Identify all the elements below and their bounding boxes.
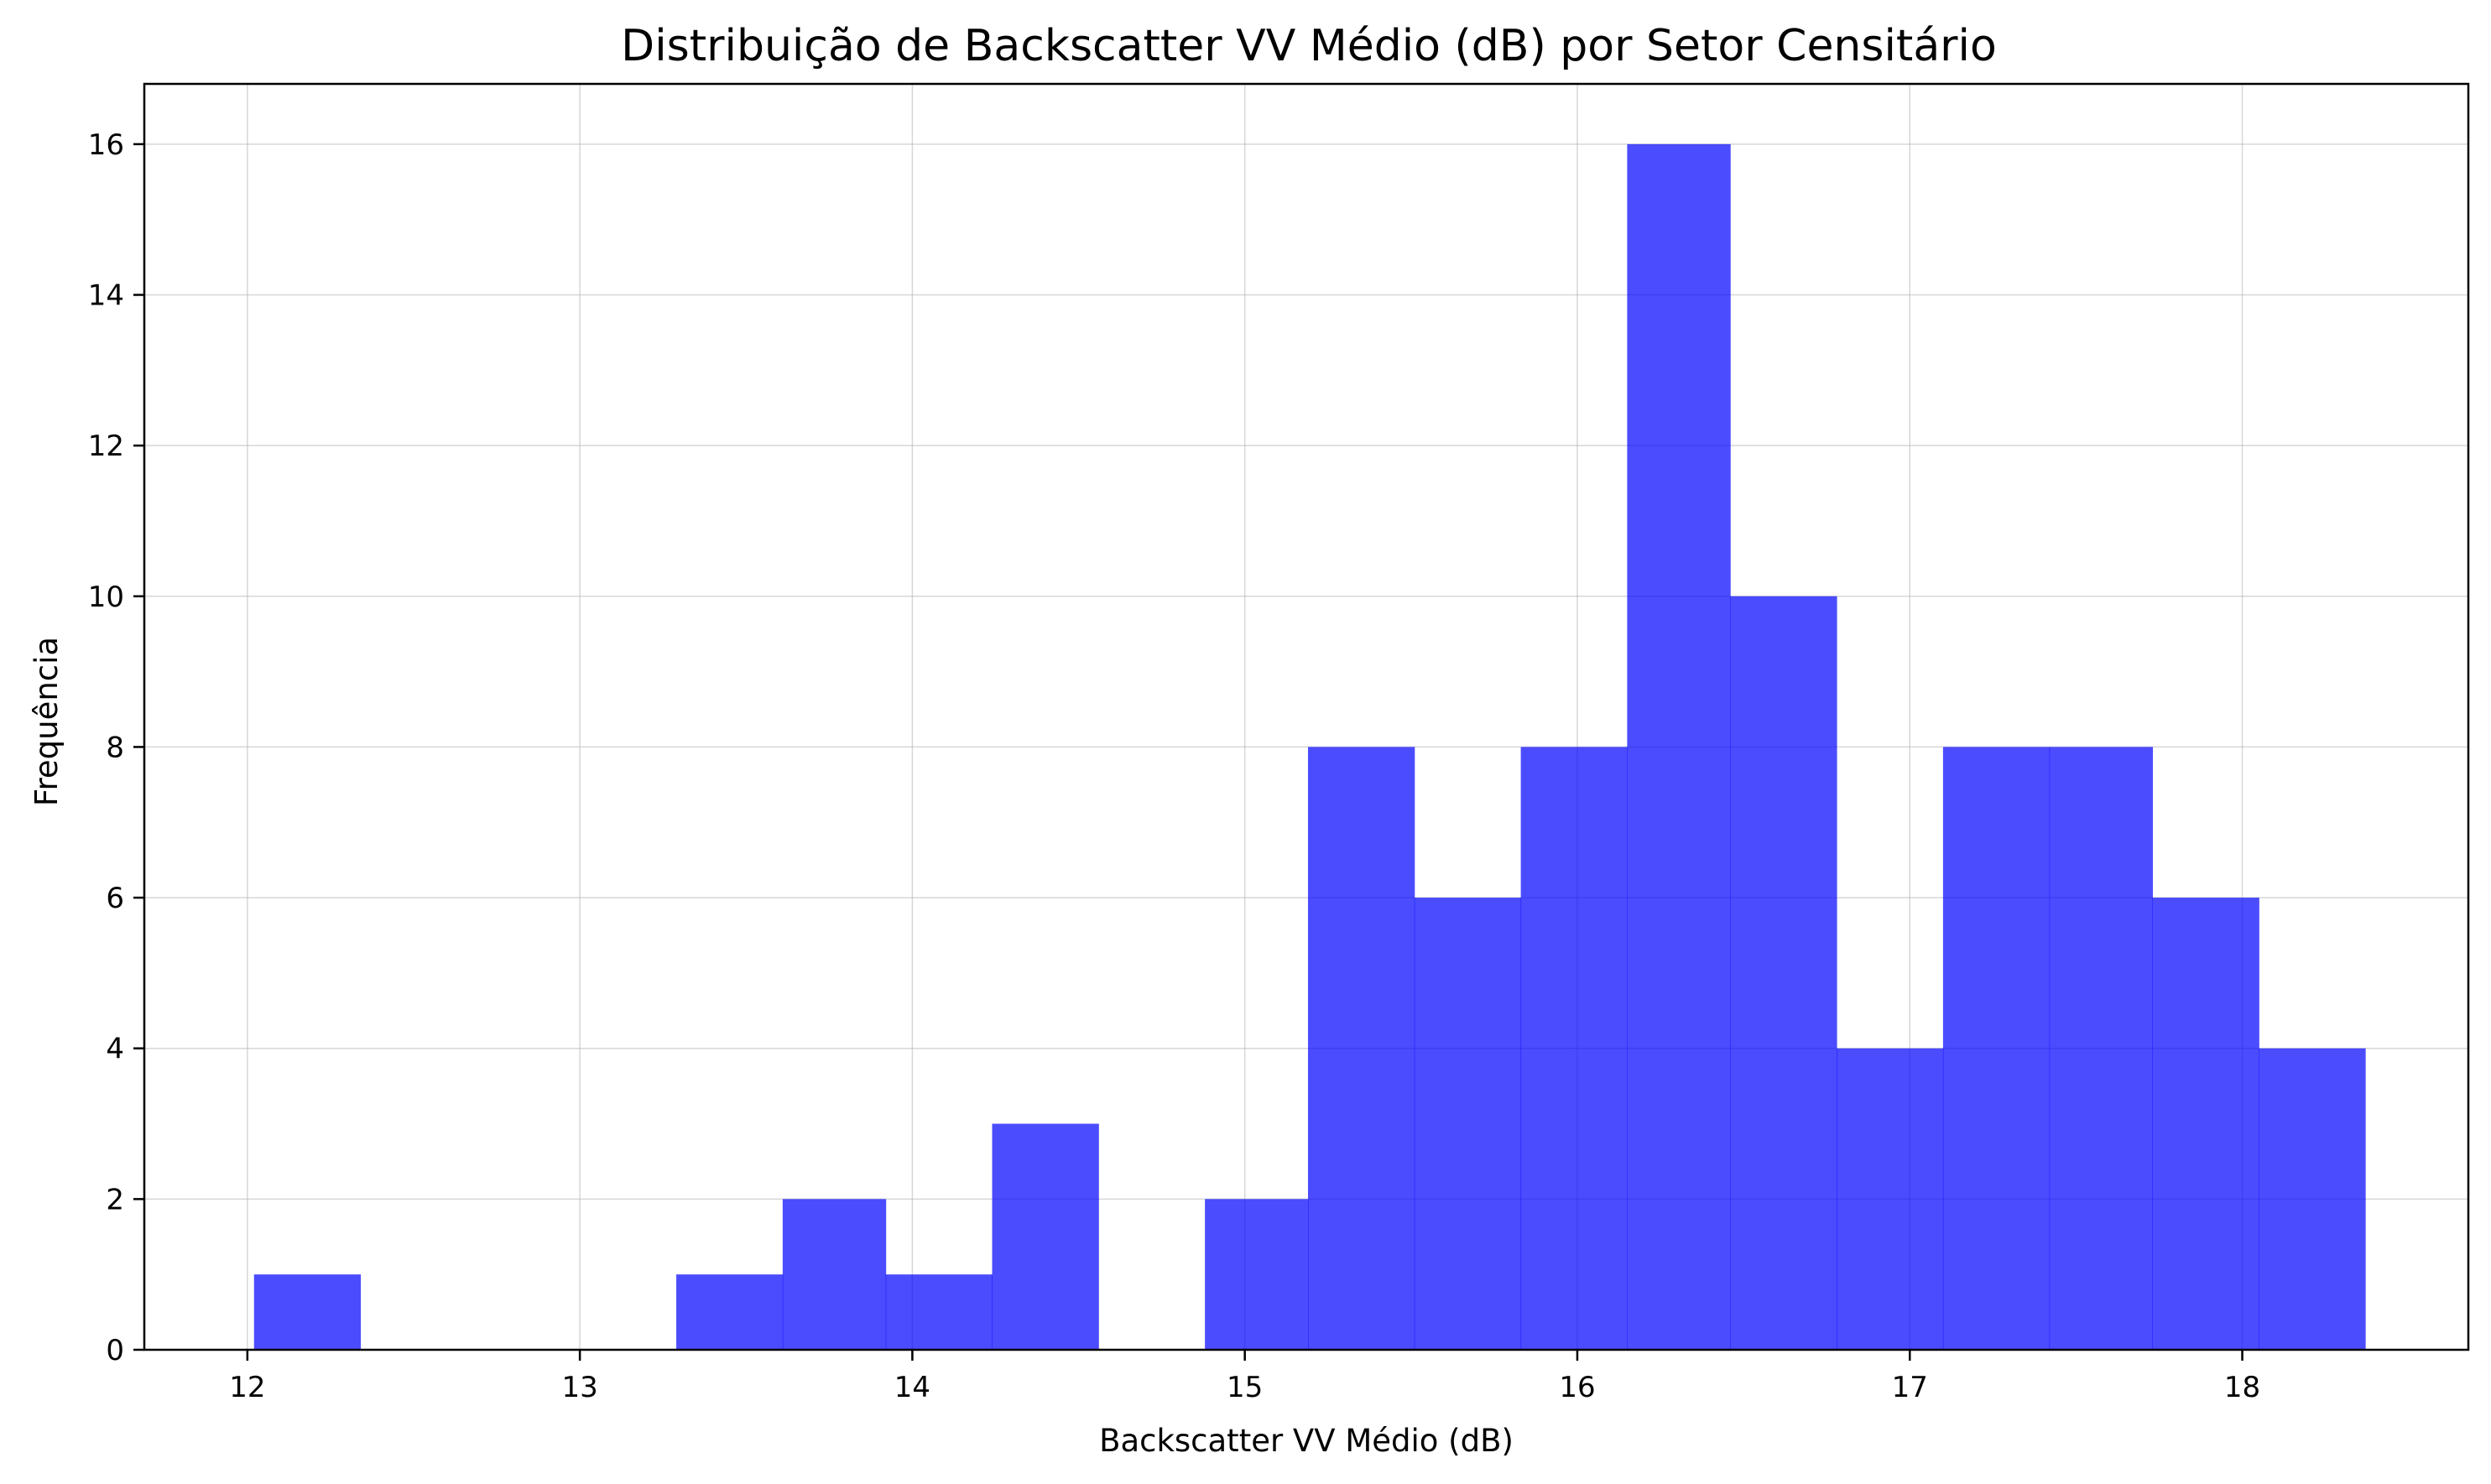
histogram-bar xyxy=(676,1274,784,1350)
histogram-bar xyxy=(1205,1199,1309,1350)
y-tick-label: 14 xyxy=(88,279,124,313)
x-tick-label: 18 xyxy=(2224,1371,2260,1404)
y-tick-label: 8 xyxy=(106,731,124,764)
histogram-bar xyxy=(2049,747,2154,1350)
x-axis-ticks: 12 13 14 15 16 17 18 xyxy=(229,1350,2260,1404)
histogram-bar xyxy=(992,1123,1099,1350)
y-tick-label: 4 xyxy=(106,1033,124,1066)
histogram-bar xyxy=(1307,747,1415,1350)
chart-title: Distribuição de Backscatter VV Médio (dB… xyxy=(621,21,1997,71)
histogram-bar xyxy=(1627,143,1731,1350)
y-tick-label: 6 xyxy=(106,882,124,915)
histogram-bar xyxy=(1942,747,2051,1350)
y-axis-ticks: 0 2 4 6 8 10 12 14 16 xyxy=(88,128,144,1367)
histogram-bar xyxy=(2152,898,2259,1350)
y-tick-label: 10 xyxy=(88,581,124,614)
histogram-bar xyxy=(1730,596,1837,1350)
histogram-bars xyxy=(253,143,2366,1350)
histogram-bar xyxy=(885,1274,993,1350)
x-tick-label: 12 xyxy=(229,1371,265,1404)
y-axis-label: Frequência xyxy=(29,637,65,806)
y-tick-label: 0 xyxy=(106,1334,124,1367)
y-tick-label: 16 xyxy=(88,128,124,162)
x-tick-label: 13 xyxy=(561,1371,597,1404)
histogram-bar xyxy=(253,1274,362,1350)
histogram-bar xyxy=(1414,898,1522,1350)
x-tick-label: 16 xyxy=(1559,1371,1595,1404)
x-axis-label: Backscatter VV Médio (dB) xyxy=(1099,1423,1514,1459)
x-tick-label: 14 xyxy=(894,1371,930,1404)
histogram-bar xyxy=(1837,1048,1944,1350)
x-tick-label: 17 xyxy=(1892,1371,1928,1404)
histogram-bar xyxy=(2259,1048,2366,1350)
y-tick-label: 12 xyxy=(88,430,124,463)
histogram-bar xyxy=(782,1199,887,1350)
plot-frame xyxy=(143,82,2470,1351)
x-tick-label: 15 xyxy=(1227,1371,1263,1404)
histogram-bar xyxy=(1520,747,1628,1350)
y-tick-label: 2 xyxy=(106,1183,124,1216)
